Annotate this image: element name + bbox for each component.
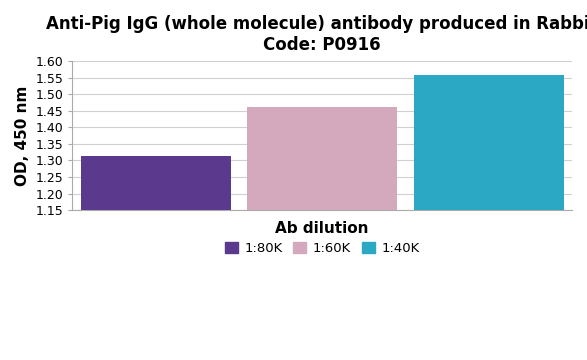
Title: Anti-Pig IgG (whole molecule) antibody produced in Rabbit
Code: P0916: Anti-Pig IgG (whole molecule) antibody p… <box>46 15 587 54</box>
Bar <box>81 157 231 210</box>
Bar <box>414 75 564 210</box>
X-axis label: Ab dilution: Ab dilution <box>275 221 369 236</box>
Legend: 1:80K, 1:60K, 1:40K: 1:80K, 1:60K, 1:40K <box>220 237 425 260</box>
Y-axis label: OD, 450 nm: OD, 450 nm <box>15 85 30 186</box>
Bar <box>247 107 397 210</box>
